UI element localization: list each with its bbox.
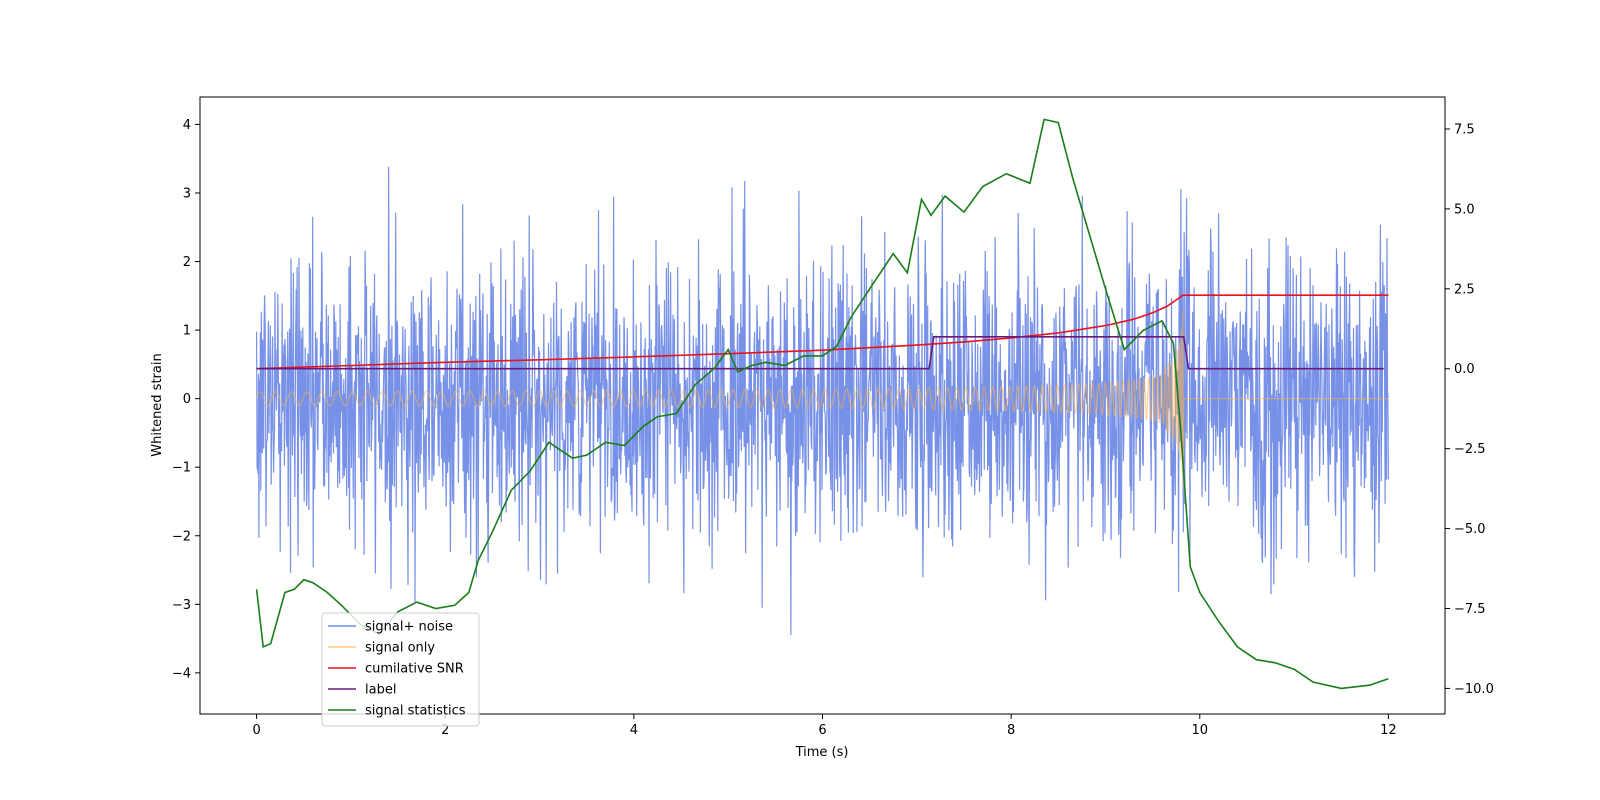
x-tick-label: 8 <box>1007 723 1015 738</box>
legend-label: signal only <box>365 641 435 656</box>
legend-label: cumilative SNR <box>365 662 464 677</box>
y-right-tick-label: 2.5 <box>1454 282 1475 297</box>
y-right-tick-label: −10.0 <box>1454 682 1494 697</box>
y-left-tick-label: −3 <box>172 598 191 613</box>
legend: signal+ noise signal only cumilative SNR la… <box>321 612 480 727</box>
legend-label: signal+ noise <box>365 620 453 635</box>
y-right-tick-label: 7.5 <box>1454 122 1475 137</box>
y-left-tick-label: −2 <box>172 529 191 544</box>
x-tick-label: 2 <box>441 723 449 738</box>
y-right-tick-label: −5.0 <box>1454 522 1486 537</box>
y-right-tick-label: 5.0 <box>1454 202 1475 217</box>
y-axis-left: −4 −3 −2 −1 0 1 2 3 4 <box>172 118 200 681</box>
series-line-label <box>256 336 1384 370</box>
y-right-tick-label: −7.5 <box>1454 602 1486 617</box>
series-line-signal-statistics <box>255 118 1389 690</box>
y-right-tick-label: −2.5 <box>1454 442 1486 457</box>
y-left-tick-label: 1 <box>183 324 191 339</box>
x-axis-label: Time (s) <box>795 745 849 760</box>
y-left-tick-label: −4 <box>172 666 191 681</box>
y-left-tick-label: 2 <box>183 255 191 270</box>
y-axis-label: Whitened strain <box>150 353 165 456</box>
legend-label: signal statistics <box>365 704 466 719</box>
x-tick-label: 12 <box>1380 723 1397 738</box>
x-tick-label: 0 <box>252 723 260 738</box>
plot-series <box>255 118 1389 690</box>
y-right-tick-label: 0.0 <box>1454 362 1475 377</box>
legend-label: label <box>365 683 396 698</box>
series-line-signal-only <box>256 309 1389 488</box>
series-line-signal-noise <box>256 166 1389 636</box>
y-left-tick-label: −1 <box>172 461 191 476</box>
x-tick-label: 10 <box>1191 723 1208 738</box>
legend-box <box>321 612 480 727</box>
y-axis-right: −10.0 −7.5 −5.0 −2.5 0.0 2.5 5.0 7.5 <box>1445 122 1494 697</box>
y-left-tick-label: 3 <box>183 186 191 201</box>
x-tick-label: 4 <box>630 723 638 738</box>
x-axis: 0 2 4 6 8 10 12 <box>252 714 1397 738</box>
series-line-cumilative-snr <box>256 294 1389 370</box>
y-left-tick-label: 0 <box>183 392 191 407</box>
y-left-tick-label: 4 <box>183 118 191 133</box>
x-tick-label: 6 <box>818 723 826 738</box>
